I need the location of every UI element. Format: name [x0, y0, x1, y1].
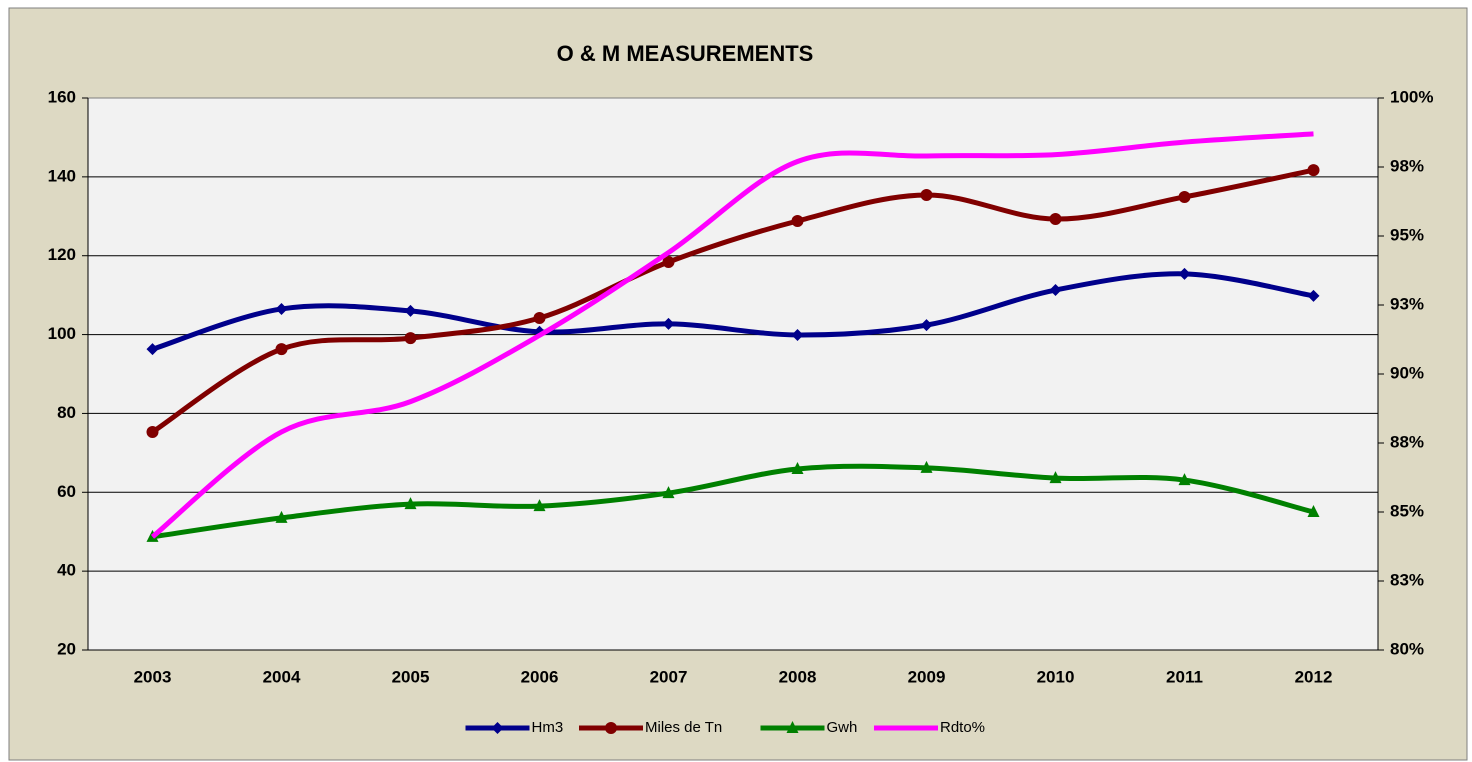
marker: [662, 256, 675, 269]
series-line: [151, 271, 1314, 352]
chart-title: O & M MEASUREMENTS: [557, 41, 814, 66]
marker: [146, 343, 159, 356]
marker: [533, 312, 546, 325]
y-tick-label: 60: [57, 482, 76, 501]
marker: [786, 721, 799, 733]
marker: [1049, 284, 1062, 297]
marker: [920, 188, 933, 201]
marker: [275, 510, 288, 523]
x-tick-label: 2007: [650, 667, 688, 686]
legend-label: Hm3: [532, 719, 564, 736]
marker: [533, 499, 546, 512]
marker: [920, 319, 933, 332]
marker: [1178, 190, 1191, 203]
legend-label: Miles de Tn: [645, 719, 722, 736]
y2-tick-label: 95%: [1390, 225, 1424, 244]
y-tick-label: 120: [48, 245, 76, 264]
marker: [1307, 505, 1320, 517]
x-tick-label: 2010: [1037, 667, 1075, 686]
x-tick-label: 2005: [392, 667, 430, 686]
marker: [920, 460, 933, 473]
y2-tick-label: 80%: [1390, 639, 1424, 658]
marker: [605, 722, 617, 734]
x-tick-label: 2009: [908, 667, 946, 686]
x-tick-label: 2006: [521, 667, 559, 686]
y2-tick-label: 83%: [1390, 570, 1424, 589]
x-tick-label: 2008: [779, 667, 817, 686]
y2-tick-label: 85%: [1390, 501, 1424, 520]
y-tick-label: 20: [57, 639, 76, 658]
legend-label: Rdto%: [940, 719, 985, 736]
y-tick-label: 80: [57, 403, 76, 422]
x-tick-label: 2003: [134, 667, 172, 686]
series-line: [150, 131, 1314, 539]
marker: [404, 332, 417, 345]
marker: [1307, 164, 1320, 177]
y2-tick-label: 98%: [1390, 156, 1424, 175]
y-tick-label: 40: [57, 561, 76, 580]
x-tick-label: 2012: [1295, 667, 1333, 686]
marker: [404, 304, 417, 317]
marker: [1178, 473, 1191, 486]
y2-tick-label: 88%: [1390, 432, 1424, 451]
y2-tick-label: 100%: [1390, 87, 1433, 106]
marker: [1049, 213, 1062, 226]
series-line: [151, 167, 1315, 435]
marker: [491, 722, 504, 734]
marker: [1307, 289, 1320, 302]
marker: [275, 343, 288, 356]
plot-area: [87, 97, 1379, 651]
marker: [791, 328, 804, 341]
x-tick-label: 2004: [263, 667, 301, 686]
y-tick-label: 100: [48, 324, 76, 343]
series-line: [152, 463, 1315, 540]
y2-tick-label: 90%: [1390, 363, 1424, 382]
marker: [404, 497, 417, 510]
marker: [275, 302, 288, 315]
y-tick-label: 160: [48, 87, 76, 106]
marker: [1178, 267, 1191, 280]
marker: [662, 317, 675, 330]
marker: [1049, 471, 1062, 484]
marker: [791, 215, 804, 228]
marker: [146, 425, 159, 438]
y2-tick-label: 93%: [1390, 294, 1424, 313]
y-tick-label: 140: [48, 166, 76, 185]
legend-label: Gwh: [827, 719, 858, 736]
x-tick-label: 2011: [1166, 667, 1203, 686]
marker: [662, 486, 675, 499]
marker: [791, 462, 804, 475]
